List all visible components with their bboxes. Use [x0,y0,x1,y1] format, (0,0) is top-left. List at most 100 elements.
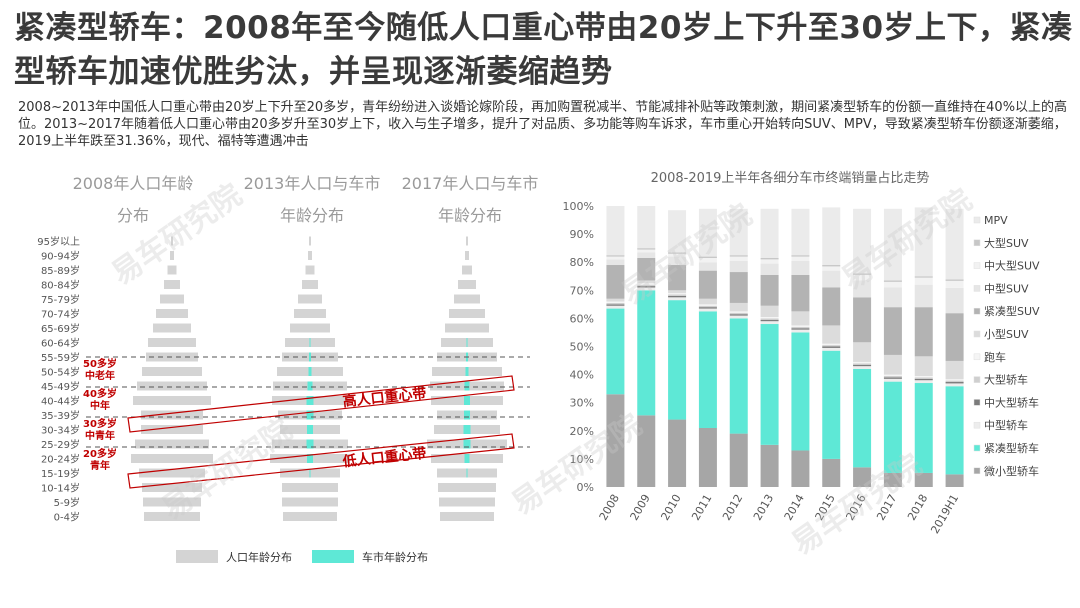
stacked-bar-segment [668,290,687,294]
stacked-bar-segment [729,260,748,273]
stacked-bar-segment [791,255,810,257]
age-label: 60-64岁 [41,337,80,350]
population-bar [167,265,177,275]
legend-label: 跑车 [984,350,1006,364]
age-label: 30-34岁 [41,424,80,437]
x-tick-label: 2019H1 [928,492,961,536]
y-tick-label: 20% [570,425,594,438]
stacked-bar-segment [668,210,687,253]
stacked-bar-segment [883,281,902,288]
legend-label: 大型轿车 [984,373,1028,387]
stacked-bar-segment [914,356,933,377]
population-bar [282,497,338,507]
legend-label: 中型轿车 [984,418,1028,432]
stacked-bar-segment [822,345,841,347]
legend-label: 中大型轿车 [984,395,1039,409]
legend-label: 中大型SUV [984,259,1040,273]
stacked-bar-segment [760,259,779,264]
car-market-bar [464,381,470,391]
stacked-bar-segment [760,319,779,322]
age-label: 50-54岁 [41,366,80,379]
car-market-bar [463,425,471,434]
car-market-bar [307,454,313,463]
pyramid-title-2017: 2017年人口与车市年龄分布 [401,174,539,225]
population-bar [141,425,203,434]
stacked-bar-segment [914,472,933,487]
population-bar [449,309,485,318]
stacked-bar-segment [883,378,902,382]
stacked-bar-segment [822,325,841,344]
stacked-bar-segment [914,307,933,357]
age-label: 75-79岁 [41,293,80,306]
y-tick-label: 100% [563,200,594,213]
stacked-bar-segment [945,360,964,380]
stacked-bar-segment [914,377,933,379]
legend-label: 车市年龄分布 [362,550,428,564]
age-label: 5-9岁 [54,496,80,509]
age-label: 55-59岁 [41,351,80,364]
stacked-bar-segment [698,298,717,305]
band-group-label: 中青年 [85,429,115,442]
stacked-bar-segment [606,301,625,303]
high-band-label: 高人口重心带 [342,385,427,411]
stacked-bar-segment [606,255,625,257]
stacked-bar-segment [729,312,748,315]
legend-label: 中型SUV [984,281,1029,295]
pyramid-title-2008: 2008年人口年龄分布 [72,174,194,225]
car-market-bar [309,352,311,362]
x-tick-label: 2010 [658,492,683,523]
stacked-bar-segment [637,290,656,416]
legend-label: 紧凑型SUV [984,304,1040,318]
low-band-outline [127,433,515,489]
age-label: 80-84岁 [41,279,80,292]
stacked-bar-segment [698,208,717,257]
stacked-bar-segment [760,257,779,260]
stacked-bar-segment [853,363,872,365]
stacked-bar-segment [760,324,779,445]
stacked-bar-segment [698,270,717,299]
stacked-bar-segment [853,467,872,487]
stacked-bar-segment [791,329,810,333]
population-bar [465,251,469,260]
car-market-bar [464,410,470,420]
population-bar [137,381,207,391]
population-bar [290,323,330,333]
car-market-bar [306,410,314,420]
x-tick-label: 2009 [628,492,653,523]
legend-label: 紧凑型轿车 [984,441,1039,455]
population-bar [135,439,209,449]
population-bar [153,323,191,333]
stacked-bar-segment [853,364,872,367]
stacked-bar-segment [637,280,656,284]
y-tick-label: 90% [570,228,594,241]
stacked-bar-segment [729,314,748,316]
stacked-bar-segment [914,378,933,381]
stacked-bar-segment [853,273,872,275]
y-tick-label: 40% [570,369,594,382]
car-market-bar [466,468,468,478]
band-age-label: 40多岁 [83,387,117,400]
stacked-bar-segment [853,342,872,362]
stacked-bar-segment [945,280,964,288]
x-tick-label: 2018 [905,492,930,523]
stacked-bar-segment [883,287,902,308]
stacked-bar-segment [637,257,656,281]
legend-swatch [973,262,981,269]
population-bar [283,512,337,521]
stacked-bar-segment [945,379,964,381]
population-bar [462,265,472,275]
y-tick-label: 70% [570,284,594,297]
y-tick-label: 10% [570,453,594,466]
population-bar [170,251,174,260]
stacked-bar-segment [637,248,656,250]
stacked-bar-segment [791,311,810,326]
legend-swatch [973,399,981,406]
legend-swatch [973,216,981,224]
x-tick-label: 2013 [751,492,776,523]
population-bar [142,367,202,376]
stacked-bar-segment [698,311,717,428]
stacked-bar-segment [945,380,964,383]
legend-swatch [973,285,981,292]
population-bar [305,265,315,275]
stacked-bar-segment [637,249,656,253]
